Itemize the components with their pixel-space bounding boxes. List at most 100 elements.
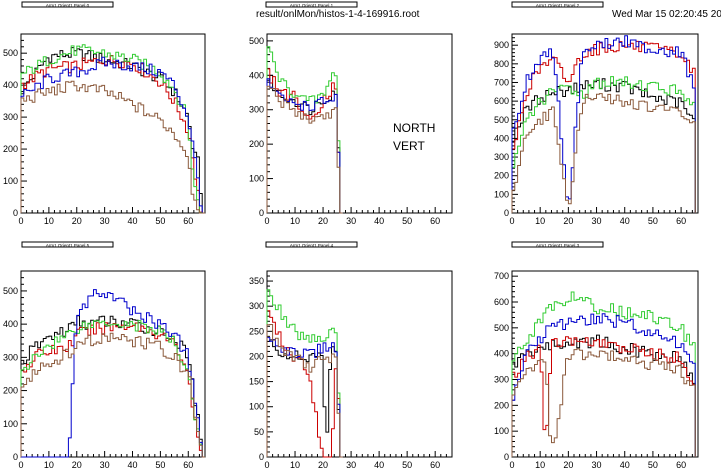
y-tick-label: 200 — [3, 386, 18, 396]
x-tick-label: 40 — [620, 460, 630, 469]
x-tick-label: 40 — [374, 460, 384, 469]
x-tick-label: 10 — [535, 460, 545, 469]
x-tick-label: 40 — [128, 216, 138, 226]
x-tick-label: 60 — [183, 460, 193, 469]
y-tick-label: 100 — [3, 176, 18, 186]
y-tick-label: 300 — [249, 105, 264, 115]
panel-title: Arm1 Orient1 Panel 5 — [46, 243, 90, 248]
y-tick-label: 700 — [494, 271, 509, 281]
x-tick-label: 60 — [676, 460, 686, 469]
y-tick-label: 150 — [249, 377, 264, 387]
y-tick-label: 400 — [494, 349, 509, 359]
histogram-series-red — [20, 55, 205, 214]
panel-title: Arm1 Orient1 Panel 3 — [536, 243, 580, 248]
y-tick-label: 0 — [259, 208, 264, 218]
x-tick-label: 30 — [346, 216, 356, 226]
panel-title-box — [265, 241, 358, 248]
y-tick-label: 500 — [494, 323, 509, 333]
x-tick-label: 50 — [402, 460, 412, 469]
y-tick-label: 300 — [494, 375, 509, 385]
x-tick-label: 60 — [183, 216, 193, 226]
y-tick-label: 350 — [249, 276, 264, 286]
y-tick-label: 200 — [249, 139, 264, 149]
x-tick-label: 60 — [676, 216, 686, 226]
histogram-series-brown — [511, 93, 696, 213]
x-tick-label: 0 — [18, 216, 23, 226]
y-tick-label: 0 — [13, 452, 18, 462]
panel-title-box — [21, 1, 114, 8]
y-tick-label: 400 — [3, 80, 18, 90]
x-tick-label: 30 — [592, 460, 602, 469]
y-tick-label: 0 — [504, 208, 509, 218]
histogram-series-red — [511, 336, 696, 457]
x-tick-label: 20 — [563, 216, 573, 226]
x-tick-label: 10 — [44, 460, 54, 469]
panel-title: Arm1 Orient1 Panel 2 — [536, 3, 580, 8]
histogram-series-green — [20, 320, 205, 458]
x-tick-label: 50 — [155, 460, 165, 469]
histogram-series-brown — [511, 348, 696, 457]
x-tick-label: 60 — [430, 216, 440, 226]
y-tick-label: 500 — [3, 286, 18, 296]
x-tick-label: 10 — [290, 460, 300, 469]
x-tick-label: 50 — [402, 216, 412, 226]
histogram-series-brown — [266, 324, 343, 458]
x-tick-label: 20 — [563, 460, 573, 469]
x-tick-label: 30 — [100, 216, 110, 226]
panel-title: Arm1 Orient1 Panel 4 — [290, 243, 334, 248]
y-tick-label: 500 — [249, 36, 264, 46]
panel-title: Arm1 Orient1 Panel 0 — [46, 3, 90, 8]
x-tick-label: 0 — [509, 460, 514, 469]
y-tick-label: 100 — [494, 426, 509, 436]
y-tick-label: 600 — [494, 96, 509, 106]
y-tick-label: 0 — [259, 452, 264, 462]
y-tick-label: 100 — [494, 189, 509, 199]
y-tick-label: 300 — [3, 112, 18, 122]
histogram-series-black — [20, 47, 205, 214]
x-tick-label: 0 — [509, 216, 514, 226]
y-tick-label: 50 — [254, 427, 264, 437]
y-tick-label: 600 — [494, 297, 509, 307]
panel-title-box — [265, 1, 358, 8]
y-tick-label: 900 — [494, 40, 509, 50]
x-tick-label: 0 — [18, 460, 23, 469]
filename-header: result/onlMon/histos-1-4-169916.root — [256, 9, 420, 20]
x-tick-label: 20 — [72, 216, 82, 226]
histogram-series-blue — [266, 78, 343, 214]
histogram-series-brown — [20, 332, 205, 458]
y-tick-label: 100 — [3, 419, 18, 429]
histogram-series-blue — [21, 289, 205, 458]
x-tick-label: 40 — [374, 216, 384, 226]
y-tick-label: 700 — [494, 77, 509, 87]
panel-title: Arm1 Orient1 Panel 1 — [290, 3, 334, 8]
histogram-series-red — [511, 40, 696, 213]
x-tick-label: 40 — [128, 460, 138, 469]
x-tick-label: 40 — [620, 216, 630, 226]
y-tick-label: 300 — [494, 152, 509, 162]
x-tick-label: 50 — [648, 216, 658, 226]
histogram-series-black — [511, 78, 696, 213]
x-tick-label: 30 — [346, 460, 356, 469]
y-tick-label: 300 — [249, 301, 264, 311]
annotation-vert: VERT — [393, 139, 425, 153]
y-tick-label: 400 — [249, 70, 264, 80]
x-tick-label: 10 — [290, 216, 300, 226]
x-tick-label: 20 — [318, 460, 328, 469]
histogram-series-blue — [511, 313, 696, 457]
histogram-series-green — [266, 289, 343, 458]
y-tick-label: 0 — [504, 452, 509, 462]
histogram-series-green — [266, 46, 343, 214]
y-tick-label: 0 — [13, 208, 18, 218]
y-tick-label: 400 — [3, 319, 18, 329]
x-tick-label: 50 — [648, 460, 658, 469]
histogram-series-green — [511, 76, 696, 213]
histogram-series-red — [266, 310, 343, 458]
x-tick-label: 20 — [318, 216, 328, 226]
x-tick-label: 30 — [592, 216, 602, 226]
plot-frame — [266, 270, 453, 458]
histogram-series-blue — [511, 35, 696, 213]
y-tick-label: 500 — [494, 115, 509, 125]
y-tick-label: 200 — [249, 351, 264, 361]
y-tick-label: 200 — [494, 171, 509, 181]
